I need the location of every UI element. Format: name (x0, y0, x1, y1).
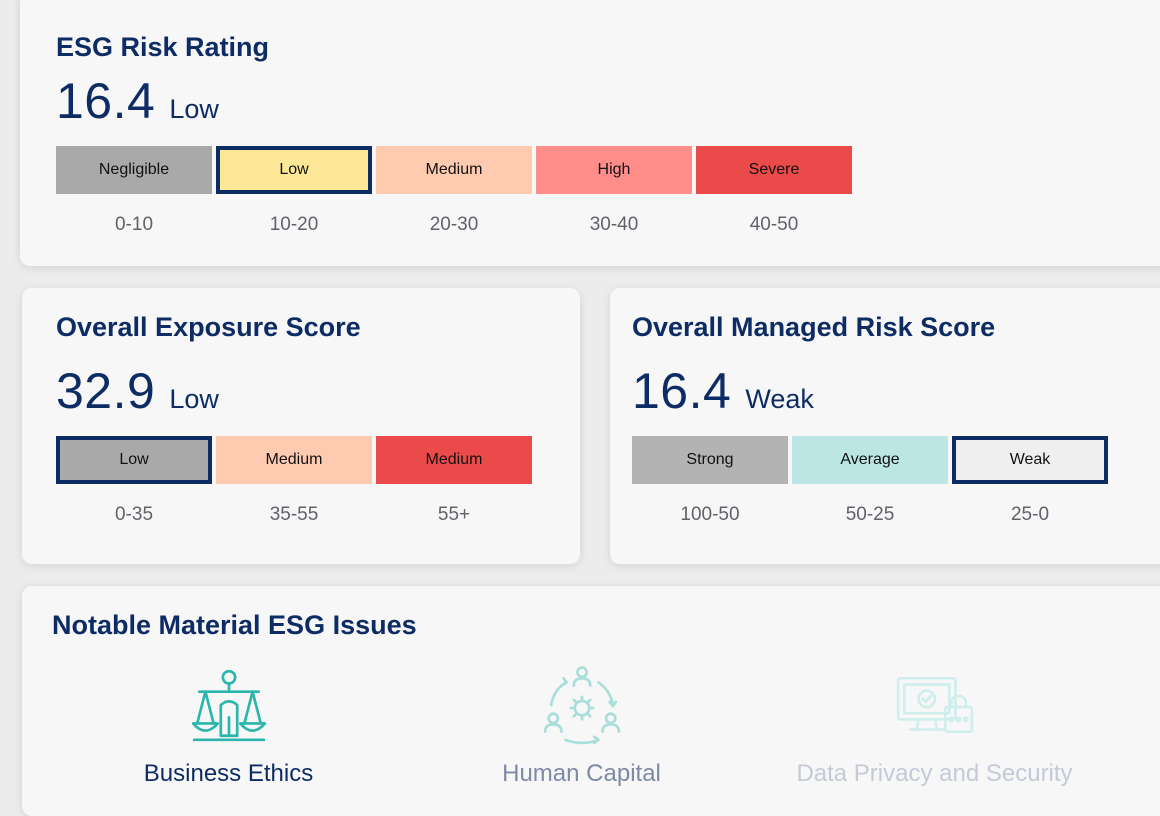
esg-risk-segment-label: Medium (425, 161, 483, 178)
exposure-score: 32.9 Low (56, 362, 219, 420)
exposure-score-level: Low (169, 384, 219, 414)
issue-data-privacy[interactable]: Data Privacy and Security (758, 664, 1111, 788)
exposure-segment-label: Medium (265, 451, 323, 468)
managed-risk-score-title: Overall Managed Risk Score (632, 312, 996, 342)
esg-risk-score-value: 16.4 (56, 73, 156, 129)
issue-label: Data Privacy and Security (796, 760, 1073, 787)
esg-risk-scale: Negligible Low Medium High Severe (56, 146, 852, 194)
exposure-range: 0-35 (114, 504, 154, 525)
material-issues-title: Notable Material ESG Issues (52, 610, 417, 640)
issue-label: Human Capital (502, 760, 661, 787)
exposure-score-value: 32.9 (56, 363, 156, 419)
esg-risk-range: 30-40 (589, 214, 639, 235)
esg-risk-score: 16.4 Low (56, 72, 219, 130)
esg-risk-range: 0-10 (114, 214, 154, 235)
exposure-range: 35-55 (269, 504, 319, 525)
esg-risk-segment-label: Severe (748, 161, 800, 178)
esg-risk-rating-title: ESG Risk Rating (56, 32, 270, 62)
exposure-score-title: Overall Exposure Score (56, 312, 361, 342)
material-issues-card: Notable Material ESG Issues Business Eth… (22, 586, 1160, 816)
esg-risk-range: 20-30 (429, 214, 479, 235)
exposure-segment-label: Low (119, 451, 149, 468)
esg-risk-segment-severe: Severe (696, 146, 852, 194)
esg-risk-segment-label: Negligible (98, 161, 170, 178)
esg-risk-rating-card: ESG Risk Rating 16.4 Low Negligible Low … (20, 0, 1160, 266)
esg-risk-segment-low: Low (216, 146, 372, 194)
managed-risk-score-card: Overall Managed Risk Score 16.4 Weak Str… (610, 288, 1160, 564)
managed-risk-segment-label: Weak (1009, 451, 1051, 468)
esg-risk-segment-label: High (597, 161, 631, 178)
exposure-scale: Low Medium Medium (56, 436, 532, 484)
managed-risk-segment-label: Strong (686, 451, 734, 468)
esg-risk-segment-negligible: Negligible (56, 146, 212, 194)
exposure-segment-medium: Medium (216, 436, 372, 484)
esg-risk-segment-high: High (536, 146, 692, 194)
secure-computer-icon (896, 677, 973, 733)
managed-risk-scale: Strong Average Weak (632, 436, 1108, 484)
issue-human-capital[interactable]: Human Capital (405, 664, 758, 788)
esg-risk-range: 40-50 (749, 214, 799, 235)
esg-risk-segment-medium: Medium (376, 146, 532, 194)
exposure-segment-high: Medium (376, 436, 532, 484)
material-issues-list: Business Ethics Human Capital (52, 664, 1111, 788)
issue-business-ethics[interactable]: Business Ethics (52, 664, 405, 788)
managed-risk-ranges: 100-50 50-25 25-0 (632, 504, 1108, 526)
esg-risk-ranges: 0-10 10-20 20-30 30-40 40-50 (56, 214, 852, 236)
managed-risk-segment-label: Average (840, 451, 900, 468)
exposure-segment-low: Low (56, 436, 212, 484)
managed-risk-segment-strong: Strong (632, 436, 788, 484)
scales-of-justice-icon (191, 669, 266, 742)
managed-risk-score-value: 16.4 (632, 363, 732, 419)
managed-risk-score: 16.4 Weak (632, 362, 814, 420)
managed-risk-range: 50-25 (845, 504, 895, 525)
managed-risk-range: 25-0 (1010, 504, 1050, 525)
esg-risk-segment-label: Low (279, 161, 309, 178)
managed-risk-segment-weak: Weak (952, 436, 1108, 484)
exposure-score-card: Overall Exposure Score 32.9 Low Low Medi… (22, 288, 580, 564)
exposure-range: 55+ (437, 504, 471, 525)
exposure-ranges: 0-35 35-55 55+ (56, 504, 532, 526)
managed-risk-range: 100-50 (680, 504, 740, 525)
exposure-segment-label: Medium (425, 451, 483, 468)
managed-risk-score-level: Weak (745, 384, 814, 414)
esg-risk-score-level: Low (169, 94, 219, 124)
managed-risk-segment-average: Average (792, 436, 948, 484)
issue-label: Business Ethics (143, 760, 314, 787)
esg-risk-range: 10-20 (269, 214, 319, 235)
people-cycle-icon (543, 666, 620, 745)
